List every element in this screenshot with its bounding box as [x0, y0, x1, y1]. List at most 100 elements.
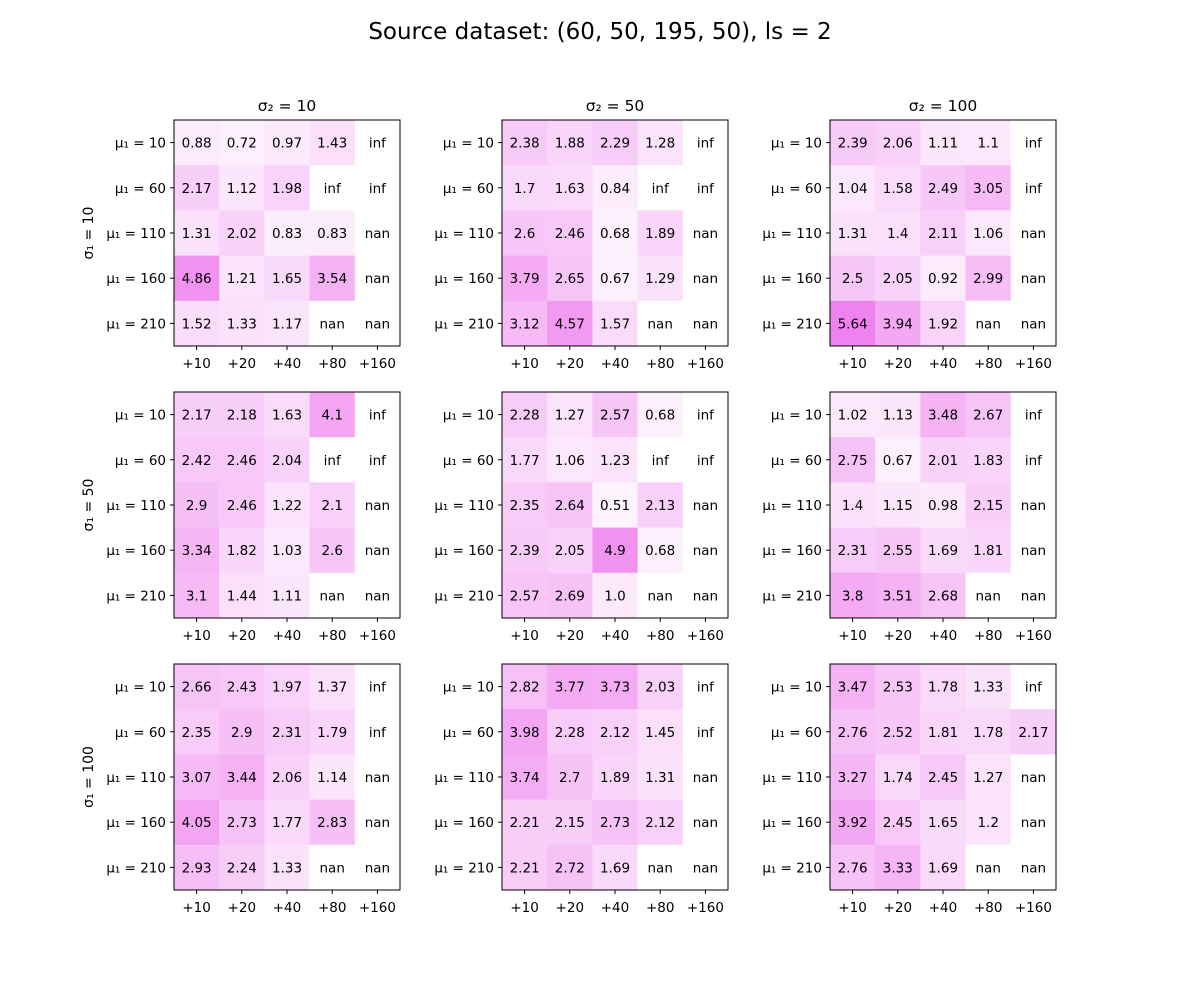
cell-value-label: 1.17 [272, 316, 302, 332]
cell-value-label: 2.28 [510, 408, 540, 424]
cell-value-label: 2.45 [883, 815, 913, 831]
cell-value-label: nan [976, 316, 1001, 332]
cell-value-label: nan [320, 588, 345, 604]
y-tick-label: μ₁ = 210 [434, 588, 494, 604]
cell-value-label: inf [369, 408, 387, 424]
cell-value-label: 2.35 [510, 498, 540, 514]
cell-value-label: nan [1021, 815, 1046, 831]
y-tick-label: μ₁ = 10 [771, 408, 822, 424]
cell-value-label: 0.84 [600, 181, 630, 197]
cell-value-label: inf [1025, 680, 1043, 696]
cell-value-label: 1.58 [883, 181, 913, 197]
cell-value-label: 1.22 [272, 498, 302, 514]
cell-value-label: 3.33 [883, 860, 913, 876]
cell-value-label: 1.37 [317, 680, 347, 696]
heatmap-panel: 2.82 3.77 3.73 2.03 inf3.98 2.28 2.12 1.45 inf3.… [434, 664, 728, 916]
cell-value-label: 2.69 [555, 588, 585, 604]
cell-value-label: 1.97 [272, 680, 302, 696]
cell-value-label: 2.39 [838, 136, 868, 152]
x-tick-label: +80 [974, 628, 1003, 644]
y-tick-label: μ₁ = 60 [115, 725, 166, 741]
cell-value-label: 2.04 [272, 453, 302, 469]
cell-value-label: inf [369, 136, 387, 152]
x-tick-label: +10 [182, 900, 211, 916]
cell-value-label: nan [365, 588, 390, 604]
cell-value-label: nan [1021, 271, 1046, 287]
cell-value-label: nan [1021, 543, 1046, 559]
x-tick-label: +40 [601, 900, 630, 916]
cell-value-label: 2.57 [510, 588, 540, 604]
cell-value-label: 2.31 [838, 543, 868, 559]
x-tick-label: +160 [1015, 356, 1052, 372]
cell-value-label: 1.89 [645, 226, 675, 242]
cell-value-label: 2.39 [510, 543, 540, 559]
cell-value-label: 0.97 [272, 136, 302, 152]
cell-value-label: inf [697, 725, 715, 741]
x-tick-label: +80 [646, 900, 675, 916]
x-tick-label: +80 [318, 900, 347, 916]
y-tick-label: μ₁ = 160 [106, 543, 166, 559]
heatmap-panel: 2.38 1.88 2.29 1.28 inf1.7 1.63 0.84 inf inf2.6 2… [434, 97, 728, 372]
x-tick-label: +80 [318, 356, 347, 372]
x-tick-label: +40 [929, 900, 958, 916]
y-tick-label: μ₁ = 160 [434, 815, 494, 831]
cell-value-label: 3.51 [883, 588, 913, 604]
cell-value-label: 0.67 [600, 271, 630, 287]
y-tick-label: μ₁ = 110 [434, 498, 494, 514]
cell-value-label: nan [693, 860, 718, 876]
cell-value-label: 2.17 [1018, 725, 1048, 741]
column-title: σ₂ = 10 [258, 97, 317, 115]
cell-value-label: nan [1021, 860, 1046, 876]
x-tick-label: +10 [182, 356, 211, 372]
heatmap-panel: 3.47 2.53 1.78 1.33 inf 2.76 2.52 1.81 1.78 2.17 3… [762, 664, 1056, 916]
cell-value-label: nan [320, 860, 345, 876]
y-tick-label: μ₁ = 10 [771, 680, 822, 696]
cell-value-label: 1.27 [973, 770, 1003, 786]
y-tick-label: μ₁ = 60 [771, 453, 822, 469]
cell-value-label: 3.77 [555, 680, 585, 696]
cell-value-label: 3.79 [510, 271, 540, 287]
cell-value-label: 1.04 [838, 181, 868, 197]
cell-value-label: 3.1 [186, 588, 207, 604]
y-tick-label: μ₁ = 10 [443, 408, 494, 424]
y-tick-label: μ₁ = 160 [762, 271, 822, 287]
heatmap-panel: 2.17 2.18 1.63 4.1 inf2.42 2.46 2.04 inf inf2.9 2… [81, 392, 401, 644]
y-tick-label: μ₁ = 210 [434, 316, 494, 332]
cell-value-label: nan [693, 543, 718, 559]
cell-value-label: 1.15 [883, 498, 913, 514]
y-tick-label: μ₁ = 160 [762, 543, 822, 559]
column-title: σ₂ = 50 [586, 97, 645, 115]
x-tick-label: +40 [273, 900, 302, 916]
x-tick-label: +80 [646, 628, 675, 644]
cell-value-label: nan [1021, 588, 1046, 604]
cell-value-label: inf [1025, 181, 1043, 197]
y-tick-label: μ₁ = 210 [434, 860, 494, 876]
cell-value-label: 1.78 [928, 680, 958, 696]
cell-value-label: 2.05 [883, 271, 913, 287]
y-tick-label: μ₁ = 10 [443, 136, 494, 152]
figure-title: Source dataset: (60, 50, 195, 50), ls = … [368, 19, 831, 45]
cell-value-label: 1.02 [838, 408, 868, 424]
cell-value-label: 2.64 [555, 498, 585, 514]
cell-value-label: 2.75 [838, 453, 868, 469]
cell-value-label: 0.51 [600, 498, 630, 514]
x-tick-label: +160 [1015, 628, 1052, 644]
cell-value-label: 1.69 [600, 860, 630, 876]
x-tick-label: +20 [884, 628, 913, 644]
cell-value-label: nan [693, 815, 718, 831]
cell-value-label: inf [697, 453, 715, 469]
cell-value-label: 1.77 [510, 453, 540, 469]
cell-value-label: inf [697, 680, 715, 696]
cell-value-label: 0.98 [928, 498, 958, 514]
cell-value-label: 1.12 [227, 181, 257, 197]
cell-value-label: 2.73 [600, 815, 630, 831]
cell-value-label: 1.28 [645, 136, 675, 152]
cell-value-label: nan [1021, 316, 1046, 332]
y-tick-label: μ₁ = 110 [762, 226, 822, 242]
cell-value-label: 2.68 [928, 588, 958, 604]
cell-value-label: 2.17 [182, 408, 212, 424]
y-tick-label: μ₁ = 110 [106, 770, 166, 786]
y-tick-label: μ₁ = 110 [762, 498, 822, 514]
cell-value-label: 2.38 [510, 136, 540, 152]
x-tick-label: +10 [510, 628, 539, 644]
